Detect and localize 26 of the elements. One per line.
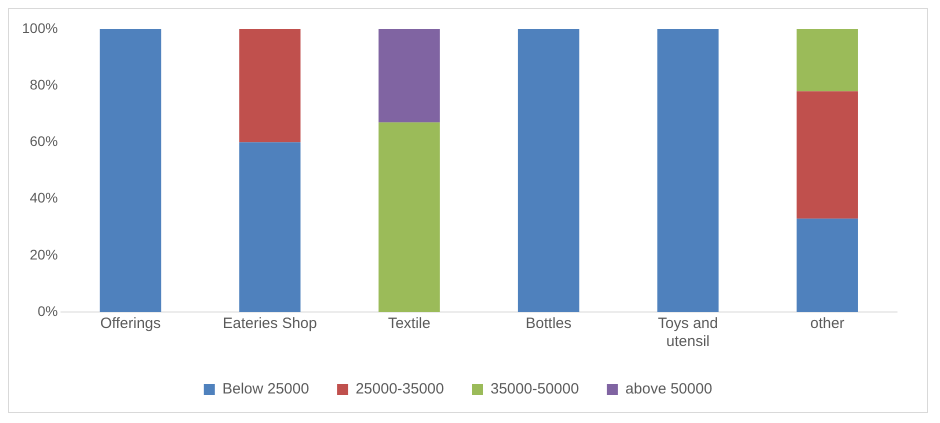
bar: [657, 29, 719, 312]
bar: [100, 29, 162, 312]
x-tick-label: Toys and utensil: [658, 315, 718, 350]
bar: [378, 29, 440, 122]
y-tick-label: 0%: [38, 302, 58, 319]
y-tick-label: 40%: [30, 190, 58, 206]
legend-label: Below 25000: [222, 380, 310, 398]
x-tick-label: Offerings: [100, 315, 161, 332]
x-tick-label: Textile: [388, 315, 430, 332]
bar: [796, 218, 858, 312]
y-tick-label: 20%: [30, 246, 58, 262]
bar: [239, 142, 301, 312]
bar: [796, 29, 858, 92]
x-tick-label: Eateries Shop: [222, 315, 317, 332]
bar: [796, 91, 858, 219]
legend-label: above 50000: [625, 380, 712, 398]
y-tick-label: 60%: [30, 133, 58, 150]
x-tick-label: other: [810, 315, 844, 332]
bar: [518, 29, 580, 312]
bar: [378, 122, 440, 312]
bar: [239, 29, 301, 142]
y-tick-label: 100%: [22, 20, 58, 36]
x-tick-label: Bottles: [526, 315, 572, 332]
y-tick-label: 80%: [30, 76, 58, 92]
legend-label: 25000-35000: [356, 380, 444, 398]
legend-label: 35000-50000: [490, 380, 579, 398]
